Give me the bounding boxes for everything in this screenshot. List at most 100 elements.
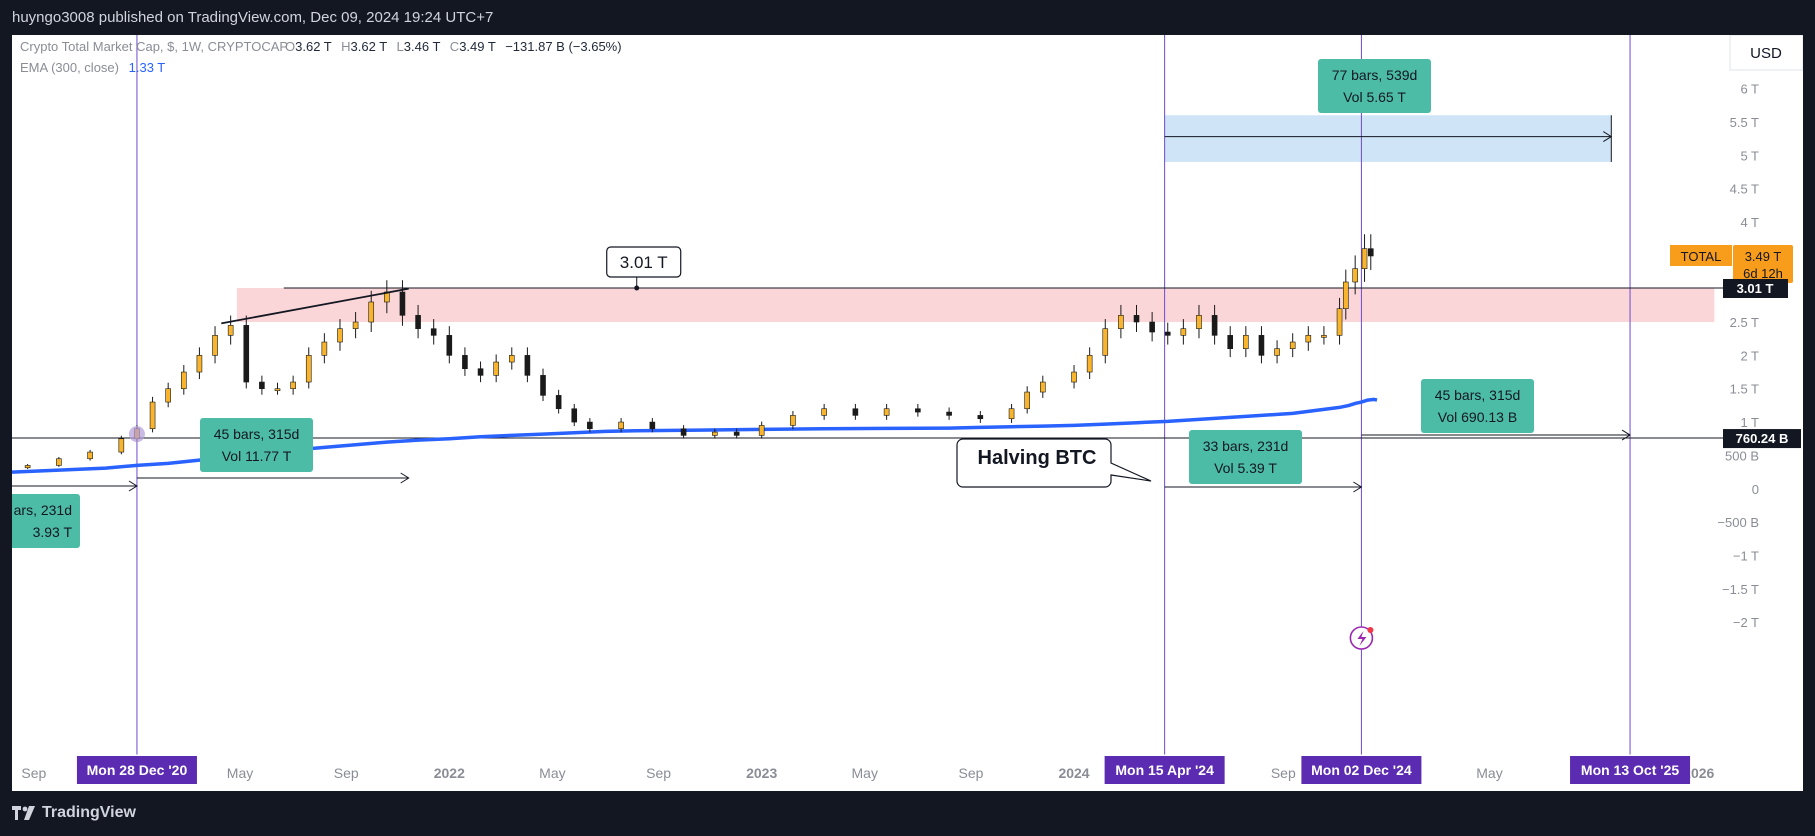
callout-301[interactable]: 3.01 T bbox=[606, 246, 682, 278]
trend-line[interactable] bbox=[221, 287, 409, 325]
range-labels-layer[interactable]: 77 bars, 539d Vol 5.65 T 45 bars, 315d Vol … bbox=[12, 59, 1534, 548]
candle bbox=[165, 382, 171, 408]
candle-down bbox=[540, 375, 546, 396]
candle-down bbox=[477, 368, 484, 376]
candle bbox=[1289, 333, 1296, 358]
candle-up bbox=[1102, 328, 1109, 356]
time-marker-box bbox=[1301, 756, 1422, 784]
projection-arrow-head bbox=[1621, 429, 1631, 441]
total-price-badge[interactable]: TOTAL 3.49 T 6d 12h bbox=[1670, 244, 1793, 283]
currency-label[interactable]: USD bbox=[1750, 45, 1782, 62]
time-tick-label: 2022 bbox=[434, 765, 465, 781]
time-marker-badge[interactable]: Mon 28 Dec '20 bbox=[76, 756, 197, 784]
callout-text: 3.01 T bbox=[620, 253, 668, 272]
candle bbox=[415, 304, 421, 339]
currency-button[interactable]: USD bbox=[1729, 35, 1803, 71]
candle-up bbox=[321, 341, 328, 356]
halving-callout[interactable]: Halving BTC bbox=[956, 438, 1152, 488]
range-label-bars: 33 bars, 231d bbox=[1203, 438, 1289, 454]
candle bbox=[821, 403, 827, 420]
time-tick-label: May bbox=[852, 765, 878, 781]
candle bbox=[399, 280, 406, 326]
price-tick-label: 500 B bbox=[1725, 448, 1759, 463]
candle bbox=[243, 315, 250, 389]
candle-down bbox=[571, 408, 578, 423]
candle-up bbox=[618, 421, 624, 430]
candle-down bbox=[524, 355, 531, 376]
candle-up bbox=[883, 408, 890, 416]
chart-pane[interactable]: 3.01 T Halving BTC 77 bars, 539d Vol 5.65 … bbox=[12, 35, 1803, 791]
price-tick-label: 2 T bbox=[1740, 348, 1759, 363]
tradingview-brand[interactable]: TradingView bbox=[12, 804, 136, 822]
candle-up bbox=[758, 425, 765, 436]
candle bbox=[1133, 304, 1140, 333]
candle bbox=[493, 354, 499, 383]
candle-up bbox=[196, 355, 203, 373]
time-marker-badge[interactable]: Mon 13 Oct '25 bbox=[1570, 756, 1691, 784]
price-tick-label: 4.5 T bbox=[1730, 182, 1759, 197]
halving-text: Halving BTC bbox=[978, 447, 1097, 469]
tradingview-logo-icon bbox=[12, 806, 35, 820]
drawings-layer[interactable]: 3.01 T Halving BTC bbox=[12, 115, 1631, 650]
zones-layer bbox=[236, 115, 1715, 323]
candle-up bbox=[212, 335, 218, 356]
price-axis[interactable]: 6 T 5.5 T 5 T 4.5 T 4 T 2.5 T 2 T 1.5 T 1 T 500 B… bbox=[1670, 82, 1801, 631]
candle bbox=[24, 464, 31, 470]
range-label[interactable]: ars, 231d 3.93 T bbox=[12, 494, 80, 548]
candle bbox=[446, 326, 453, 364]
legend-ohlc: O3.62 T H3.62 T L3.46 T C3.49 T −131.87 … bbox=[285, 39, 622, 54]
price-chart[interactable]: 3.01 T Halving BTC 77 bars, 539d Vol 5.65 … bbox=[12, 35, 1803, 791]
total-label-box bbox=[1670, 244, 1732, 266]
total-label-text: TOTAL bbox=[1681, 249, 1722, 264]
level-301-badge[interactable]: 3.01 T bbox=[1723, 279, 1788, 298]
time-marker-badge[interactable]: Mon 15 Apr '24 bbox=[1104, 756, 1225, 784]
time-marker-badge[interactable]: Mon 02 Dec '24 bbox=[1301, 756, 1422, 784]
candle-up bbox=[165, 388, 171, 403]
candle bbox=[1118, 304, 1124, 339]
candle-down bbox=[649, 421, 656, 430]
candle-up bbox=[1336, 308, 1343, 336]
candle-up bbox=[1024, 391, 1030, 410]
time-tick-label: 2024 bbox=[1058, 765, 1089, 781]
price-tick-label: 5 T bbox=[1740, 148, 1759, 163]
time-tick-label: May bbox=[539, 765, 565, 781]
range-label[interactable]: 77 bars, 539d Vol 5.65 T bbox=[1318, 59, 1431, 113]
candle bbox=[368, 290, 375, 333]
candle-up bbox=[1196, 315, 1202, 329]
range-label-box bbox=[1318, 59, 1431, 113]
candle-up bbox=[337, 328, 343, 343]
candle bbox=[259, 375, 265, 395]
time-marker-text: Mon 02 Dec '24 bbox=[1311, 762, 1412, 778]
touch-marker bbox=[128, 426, 145, 443]
legend-o-value: 3.62 T bbox=[295, 39, 332, 54]
range-label-box bbox=[12, 494, 80, 548]
candle bbox=[1336, 297, 1343, 345]
time-axis[interactable]: Sep May Sep 2022 May Sep 2023 May Sep 2024 Sep May 2… bbox=[21, 756, 1715, 784]
range-label-bars: 77 bars, 539d bbox=[1332, 67, 1418, 83]
candle bbox=[1196, 304, 1202, 339]
range-label[interactable]: 45 bars, 315d Vol 690.13 B bbox=[1421, 379, 1534, 433]
candle bbox=[477, 361, 484, 383]
level-760-badge[interactable]: 760.24 B bbox=[1723, 429, 1801, 449]
range-label[interactable]: 45 bars, 315d Vol 11.77 T bbox=[200, 418, 313, 472]
candle-down bbox=[243, 325, 250, 383]
candle-up bbox=[1289, 341, 1296, 349]
candle-up bbox=[712, 431, 718, 436]
range-label-box bbox=[200, 418, 313, 472]
price-tick-label: 4 T bbox=[1740, 215, 1759, 230]
candle-down bbox=[259, 381, 265, 390]
candle bbox=[1243, 326, 1249, 358]
range-label-box bbox=[1189, 430, 1302, 484]
candle bbox=[733, 428, 740, 439]
time-marker-box bbox=[1104, 756, 1225, 784]
candle-up bbox=[1305, 335, 1312, 343]
candle-up bbox=[1352, 268, 1358, 283]
range-label[interactable]: 33 bars, 231d Vol 5.39 T bbox=[1189, 430, 1302, 484]
legend-l-label: L bbox=[397, 39, 404, 54]
candle-up bbox=[1040, 381, 1046, 393]
candle bbox=[462, 347, 468, 376]
price-tick-label: −1.5 T bbox=[1722, 582, 1759, 597]
candle bbox=[680, 425, 687, 439]
candle bbox=[1211, 304, 1218, 345]
lightning-icon[interactable] bbox=[1349, 626, 1374, 650]
